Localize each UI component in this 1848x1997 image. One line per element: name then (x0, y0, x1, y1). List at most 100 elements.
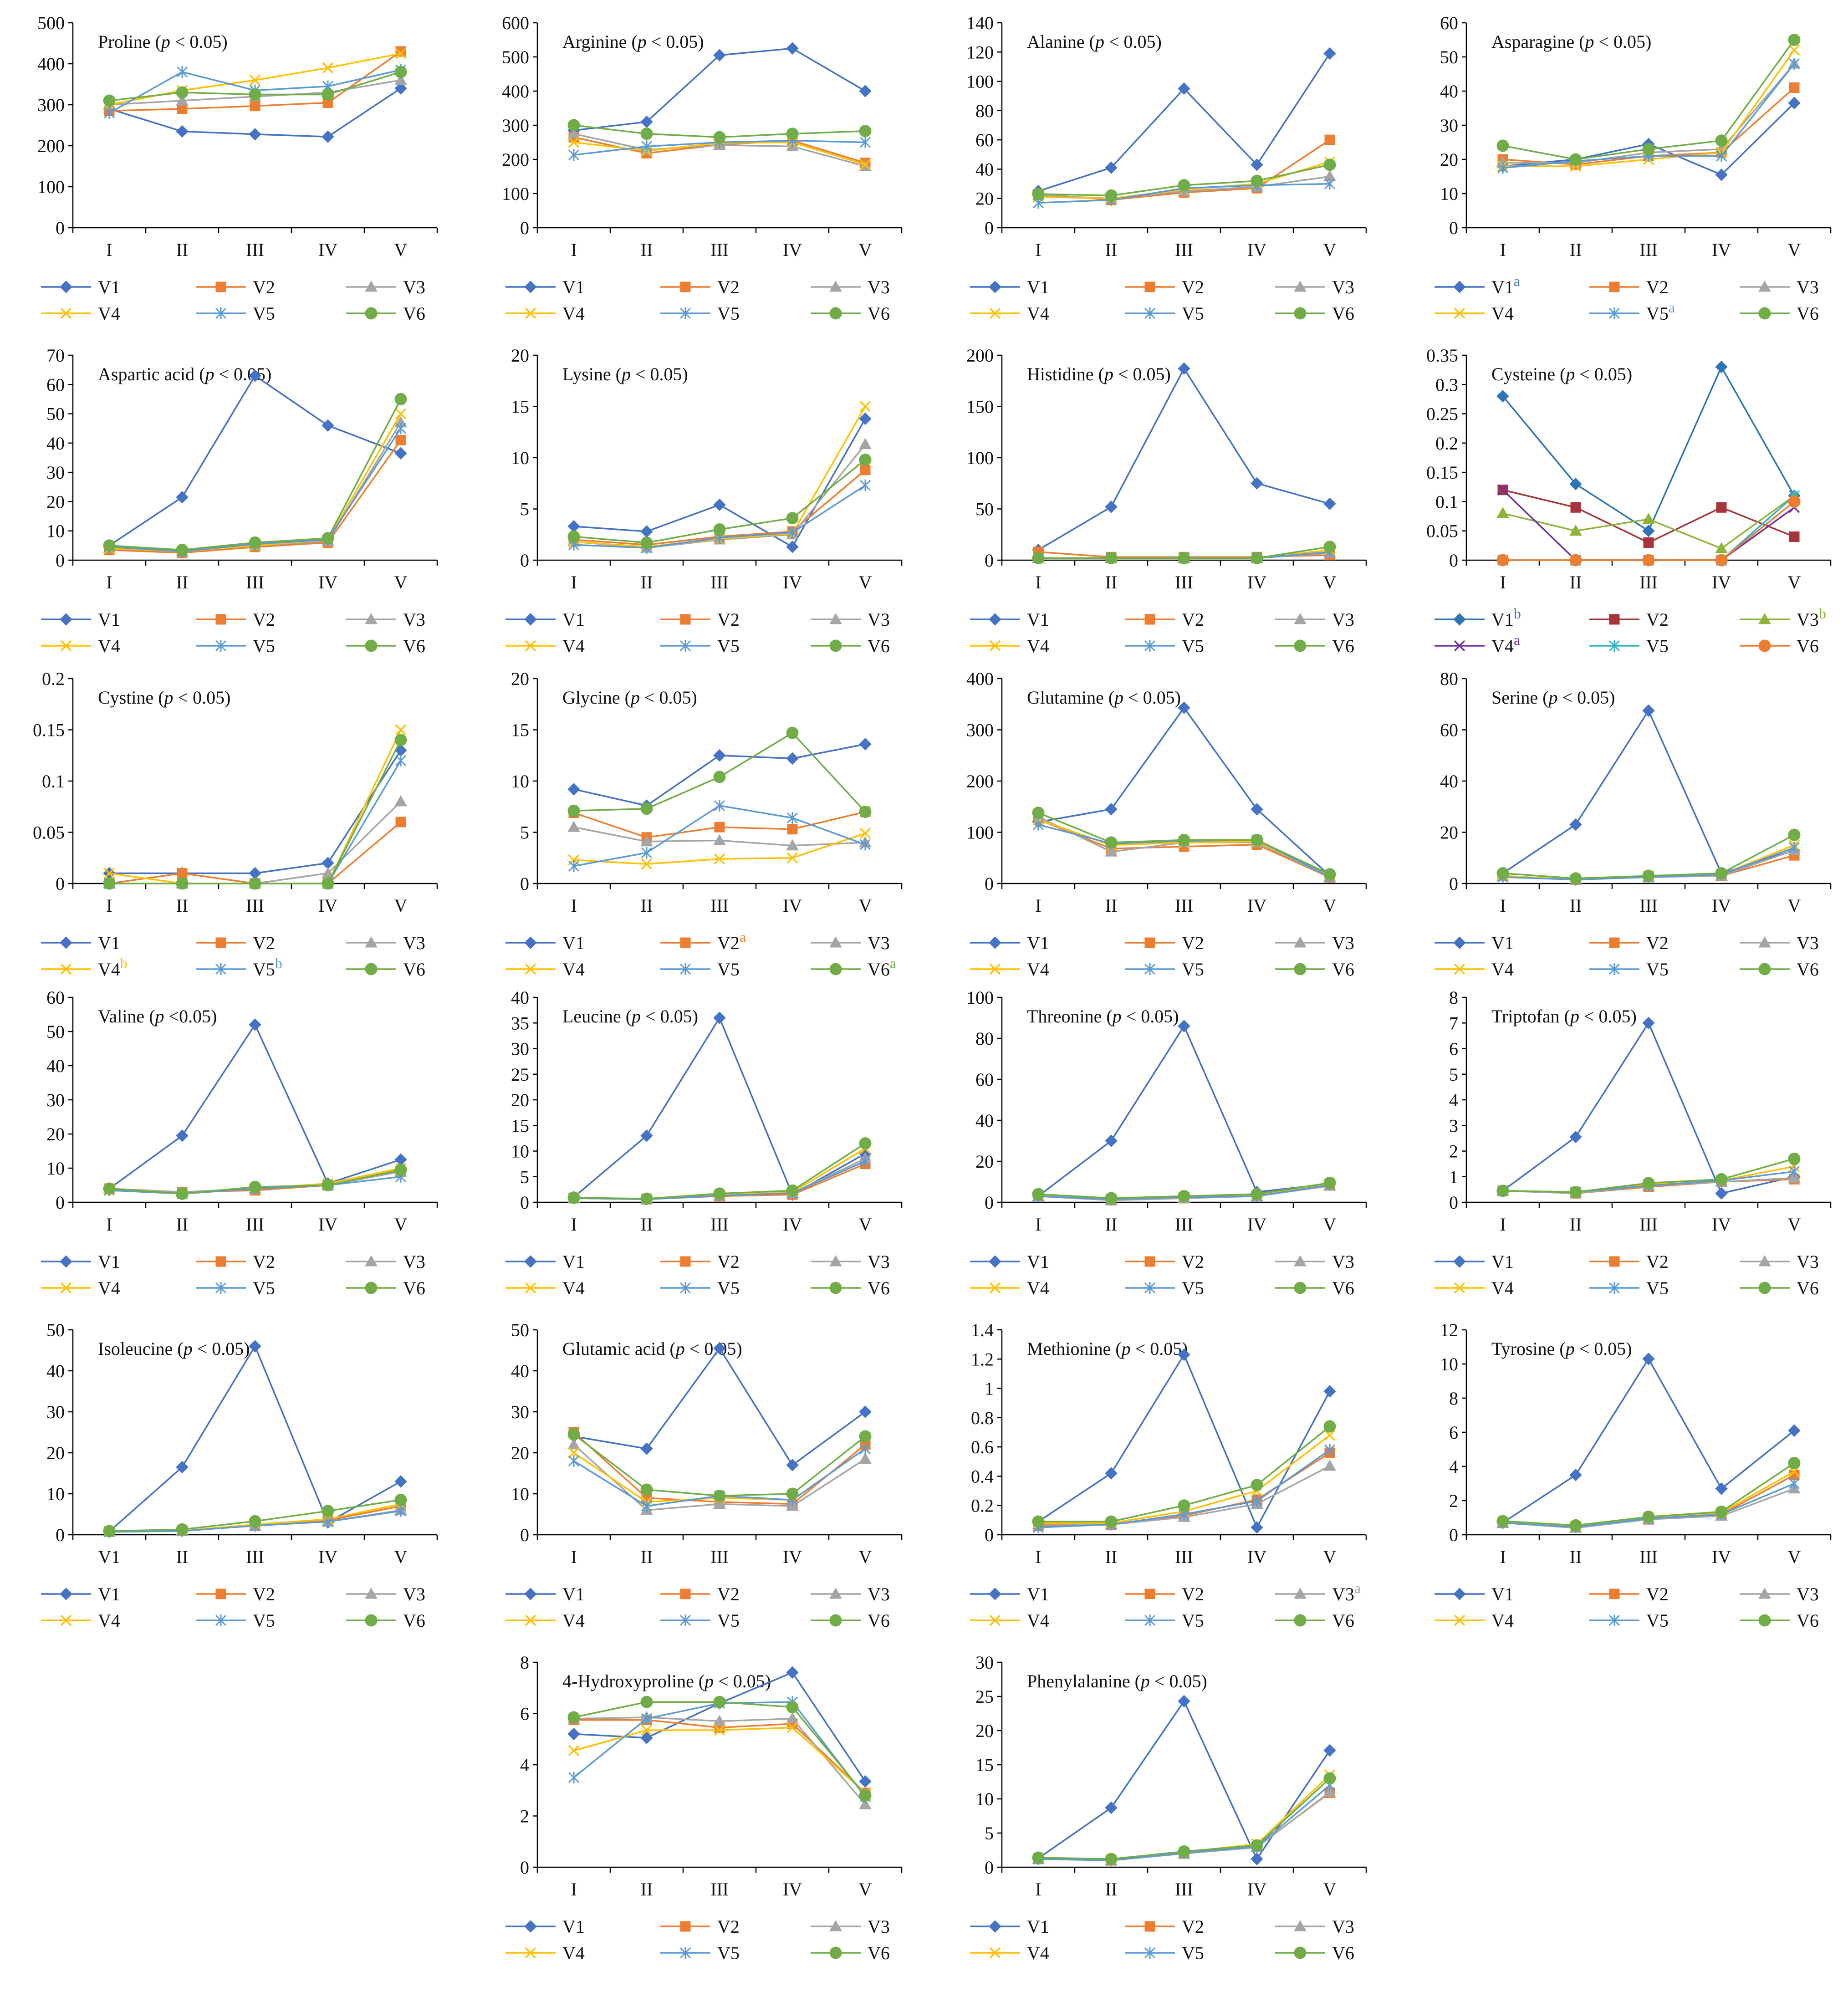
chart-title: Lysine (p < 0.05) (562, 364, 688, 384)
y-tick-label: 0.2 (971, 1496, 994, 1516)
data-point (786, 1666, 799, 1679)
data-point (1251, 477, 1263, 490)
chart-histidine: 0 50 100 150 200 I II III IV V Histidine (p < 0.05… (929, 345, 1380, 674)
data-point (567, 804, 580, 817)
chart-alanine: 0 20 40 60 80 100 120 140 I II III IV V Alanine (p < … (929, 13, 1380, 342)
legend-label: V5 (253, 303, 275, 324)
x-category-label: IV (318, 572, 337, 592)
data-point (640, 1483, 653, 1496)
legend-item-v4: V4 (1434, 1278, 1514, 1298)
y-tick-label: 10 (511, 448, 529, 468)
legend-label: V4 (562, 1610, 585, 1631)
legend-label: V2 (1182, 609, 1204, 630)
legend-label: V6 (868, 1610, 890, 1631)
legend-item-v5: V5 (1125, 303, 1204, 324)
series-line (108, 1023, 401, 1190)
legend-label: V6 (868, 636, 890, 656)
series-v1 (1496, 704, 1801, 880)
x-category-label: III (1175, 1547, 1193, 1567)
legend-marker (1144, 1256, 1155, 1267)
data-point (859, 838, 871, 851)
y-tick-label: 15 (975, 1755, 994, 1775)
x-category-label: I (106, 895, 112, 916)
y-tick-label: 20 (1440, 822, 1458, 843)
data-point (786, 752, 799, 765)
legend-marker (525, 640, 536, 652)
legend-marker (525, 963, 536, 975)
legend-marker (1294, 1587, 1307, 1599)
data-point (1105, 189, 1118, 202)
legend-marker (829, 1946, 842, 1959)
legend-marker (215, 640, 227, 652)
legend-label: V6 (1797, 1278, 1819, 1298)
legend-label: V3a (1332, 1580, 1361, 1604)
data-point (786, 512, 799, 525)
x-category-label: I (1500, 572, 1506, 592)
data-point (786, 1712, 799, 1724)
y-tick-label: 0 (985, 1525, 994, 1545)
y-tick-label: 0 (985, 1192, 994, 1213)
legend-label: V6 (1332, 303, 1354, 324)
y-tick-label: 0.2 (42, 669, 65, 689)
y-tick-label: 0.25 (1426, 404, 1458, 424)
data-point (176, 86, 189, 99)
data-point (395, 817, 406, 827)
y-tick-label: 0 (1449, 550, 1458, 571)
y-tick-label: 1 (1449, 1167, 1458, 1187)
chart-leucine: 0 5 10 15 20 25 30 35 40 I II III IV V Leucine (p < 0.… (465, 987, 915, 1316)
legend: V1a V2 V3 V4 V5a V6 (1434, 273, 1819, 324)
data-point (176, 1523, 189, 1536)
series-v6 (567, 726, 872, 818)
legend-item-v1: V1 (1434, 1584, 1514, 1604)
legend-label: V6 (1797, 959, 1819, 980)
chart-title: Tyrosine (p < 0.05) (1491, 1338, 1632, 1359)
x-category-label: I (1035, 895, 1041, 916)
legend-label: V1 (562, 1584, 585, 1604)
x-category-label: IV (1712, 572, 1731, 592)
y-tick-label: 6 (520, 1704, 529, 1724)
legend-marker (1608, 307, 1620, 319)
data-point (640, 536, 653, 549)
legend-marker (1144, 281, 1155, 292)
data-point (1570, 502, 1581, 513)
y-tick-label: 40 (975, 159, 994, 179)
series-v4 (568, 1722, 871, 1799)
data-point (859, 1443, 871, 1455)
x-category-label: V (1788, 895, 1801, 916)
x-category-label: I (106, 1214, 112, 1235)
data-point (567, 119, 580, 132)
series-v6 (1496, 34, 1801, 166)
series-v6 (103, 393, 407, 556)
data-point (568, 1772, 580, 1784)
x-category-label: I (571, 1214, 577, 1235)
chart-isoleucine: 0 10 20 30 40 50 V1 II III IV V Isoleucine (p < 0.0… (0, 1320, 451, 1649)
legend-item-v4: V4 (1434, 1610, 1514, 1631)
x-category-label: III (710, 572, 729, 592)
legend-label: V4 (1027, 959, 1049, 980)
legend-item-v1: V1 (970, 1584, 1049, 1604)
data-point (103, 94, 116, 107)
legend-label: V3 (1332, 1251, 1354, 1272)
legend-marker (1294, 639, 1307, 652)
y-tick-label: 100 (966, 987, 994, 1008)
y-tick-label: 20 (1440, 149, 1458, 170)
y-tick-label: 30 (975, 1652, 994, 1673)
legend-label: V1 (1027, 1916, 1049, 1937)
legend-item-v6: V6 (346, 959, 425, 980)
legend-label: V2 (1646, 1251, 1669, 1272)
legend-item-v4: V4a (1434, 632, 1520, 656)
legend-item-v4: V4 (41, 636, 120, 656)
legend-marker (1454, 307, 1465, 319)
data-point (1032, 1515, 1045, 1528)
legend-marker (679, 307, 691, 319)
legend-marker (1758, 963, 1771, 976)
data-point (641, 140, 653, 153)
legend-item-v6: V6 (811, 1943, 890, 1963)
legend-item-v5: V5 (660, 1278, 740, 1298)
chart-title: Glutamine (p < 0.05) (1027, 687, 1181, 708)
legend-label: V2 (1182, 277, 1204, 297)
legend-item-v5: V5 (1589, 1278, 1669, 1298)
x-category-label: IV (783, 1547, 802, 1567)
